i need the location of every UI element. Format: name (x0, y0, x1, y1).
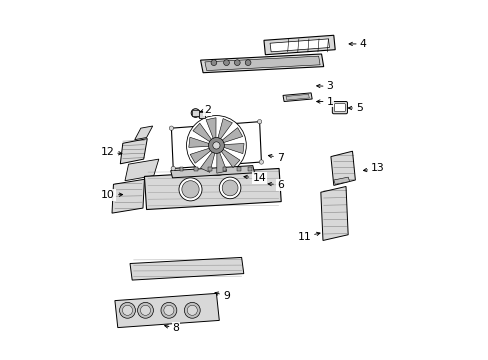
Circle shape (161, 302, 177, 318)
Polygon shape (170, 166, 254, 178)
Polygon shape (144, 168, 281, 210)
Circle shape (163, 305, 174, 315)
Circle shape (211, 60, 216, 66)
Circle shape (169, 126, 173, 130)
Polygon shape (115, 293, 219, 328)
Polygon shape (112, 179, 144, 213)
Circle shape (120, 302, 135, 318)
Circle shape (212, 142, 220, 149)
Circle shape (171, 166, 175, 171)
Polygon shape (125, 159, 159, 181)
Text: 2: 2 (200, 105, 211, 115)
Circle shape (198, 112, 205, 119)
Circle shape (259, 160, 263, 164)
Polygon shape (217, 118, 232, 139)
Polygon shape (200, 152, 215, 172)
Polygon shape (130, 257, 244, 280)
Polygon shape (320, 186, 347, 240)
Polygon shape (221, 149, 240, 168)
Text: 11: 11 (297, 232, 319, 242)
Text: 12: 12 (100, 147, 122, 157)
Polygon shape (223, 144, 244, 154)
Circle shape (234, 60, 240, 66)
Circle shape (184, 302, 200, 318)
Polygon shape (171, 122, 261, 168)
Circle shape (219, 177, 241, 199)
Bar (237, 167, 241, 171)
Text: 6: 6 (267, 180, 283, 190)
Bar (247, 167, 251, 171)
Polygon shape (221, 127, 242, 143)
Text: 7: 7 (268, 153, 283, 163)
Polygon shape (204, 56, 320, 71)
Circle shape (122, 305, 132, 315)
Text: 4: 4 (348, 39, 366, 49)
Circle shape (137, 302, 153, 318)
Polygon shape (192, 123, 211, 142)
Circle shape (182, 181, 199, 198)
FancyBboxPatch shape (332, 102, 347, 114)
Polygon shape (333, 177, 349, 184)
Polygon shape (188, 137, 209, 147)
Bar (208, 167, 212, 171)
Polygon shape (330, 151, 355, 185)
Text: 3: 3 (316, 81, 333, 91)
Circle shape (187, 305, 197, 315)
FancyBboxPatch shape (192, 110, 199, 116)
Polygon shape (200, 54, 323, 73)
Polygon shape (190, 148, 211, 163)
Circle shape (140, 305, 150, 315)
Circle shape (208, 138, 224, 153)
Circle shape (222, 180, 238, 196)
Polygon shape (264, 35, 335, 55)
Bar (194, 167, 197, 171)
FancyBboxPatch shape (334, 104, 345, 112)
Bar (223, 167, 226, 171)
Text: 8: 8 (164, 323, 179, 333)
Text: 5: 5 (347, 103, 362, 113)
Polygon shape (283, 93, 311, 102)
Polygon shape (269, 39, 329, 52)
Circle shape (191, 109, 200, 117)
Polygon shape (205, 118, 216, 139)
Circle shape (244, 60, 250, 66)
Polygon shape (285, 94, 309, 100)
Text: 13: 13 (363, 163, 384, 174)
Bar (179, 167, 183, 171)
Polygon shape (134, 126, 152, 140)
Circle shape (186, 116, 246, 175)
Text: 10: 10 (101, 190, 122, 200)
Text: 14: 14 (244, 173, 265, 183)
Circle shape (179, 178, 202, 201)
Text: 9: 9 (215, 291, 229, 301)
FancyBboxPatch shape (199, 112, 205, 118)
Polygon shape (216, 152, 226, 173)
Circle shape (257, 120, 261, 124)
Polygon shape (120, 139, 147, 164)
Circle shape (223, 60, 229, 66)
Text: 1: 1 (316, 96, 333, 107)
